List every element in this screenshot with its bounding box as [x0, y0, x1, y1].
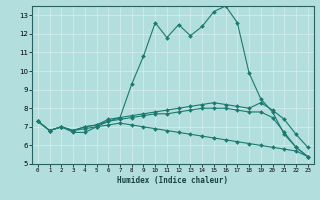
X-axis label: Humidex (Indice chaleur): Humidex (Indice chaleur): [117, 176, 228, 185]
